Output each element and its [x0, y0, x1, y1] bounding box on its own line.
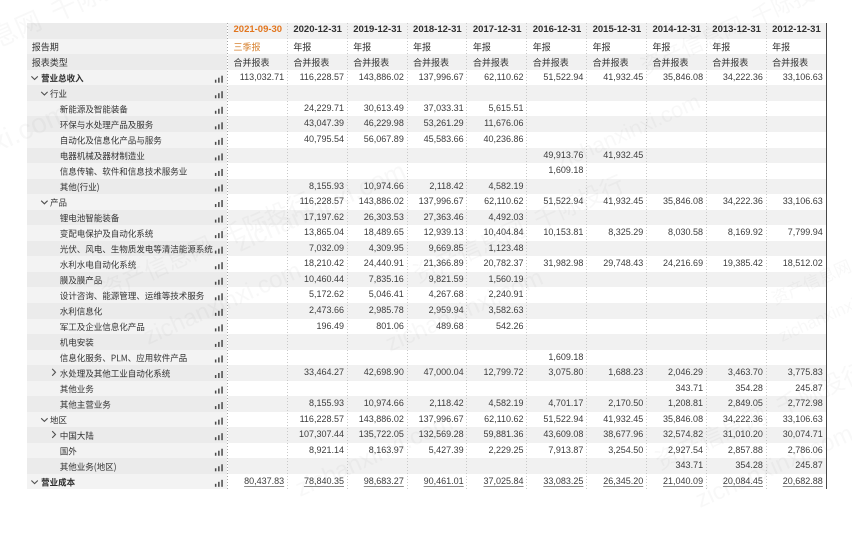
svg-text:zichanxinxi.com: zichanxinxi.com	[691, 420, 852, 514]
svg-text:zichanxinxi.com: zichanxinxi.com	[291, 409, 457, 503]
svg-text:zichanxinxi.com: zichanxinxi.com	[552, 89, 704, 175]
svg-text:zichanxinxi.com: zichanxinxi.com	[776, 279, 852, 345]
svg-text:zichanxinxi.com: zichanxinxi.com	[230, 155, 410, 257]
svg-text:zichanxinxi.com: zichanxinxi.com	[381, 264, 547, 358]
svg-text:zichanxinxi.com: zichanxinxi.com	[139, 257, 305, 351]
